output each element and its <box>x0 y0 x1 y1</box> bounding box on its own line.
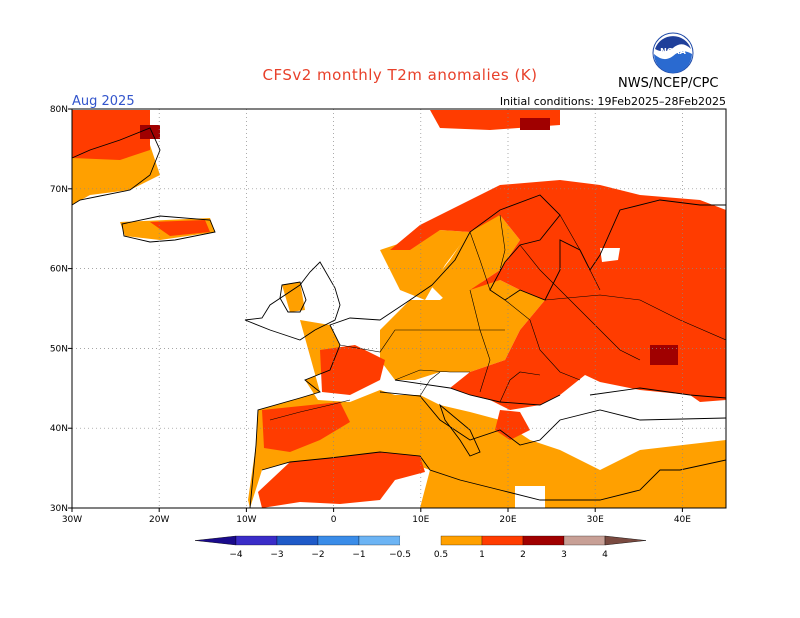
colorbar: −4 −3 −2 −1 −0.5 0.5 1 2 3 4 <box>194 535 647 560</box>
colorbar-swatch <box>563 535 606 546</box>
graticule <box>72 109 726 508</box>
colorbar-swatch <box>440 535 483 546</box>
lon-tick-label: 20W <box>149 515 169 525</box>
lat-tick-label: 80N <box>50 105 68 115</box>
lat-tick-label: 40N <box>50 424 68 434</box>
colorbar-swatch <box>276 535 319 546</box>
lat-tick-label: 30N <box>50 504 68 514</box>
longitude-labels: 30W 20W 10W 0 10E 20E 30E 40E <box>62 508 691 525</box>
colorbar-label: −2 <box>311 550 324 560</box>
lat-tick-label: 70N <box>50 185 68 195</box>
chart-title: CFSv2 monthly T2m anomalies (K) <box>262 66 538 84</box>
colorbar-swatch <box>522 535 565 546</box>
lat-tick-label: 50N <box>50 344 68 354</box>
lat-tick-label: 60N <box>50 265 68 275</box>
agency-label: NWS/NCEP/CPC <box>618 76 719 91</box>
lon-tick-label: 0 <box>331 515 337 525</box>
colorbar-swatch <box>194 535 237 546</box>
colorbar-label: 3 <box>561 550 567 560</box>
anomaly-2-3-region <box>140 118 678 365</box>
colorbar-swatch <box>317 535 360 546</box>
colorbar-label: −4 <box>229 550 243 560</box>
colorbar-swatch <box>358 535 401 546</box>
lon-tick-label: 40E <box>674 515 691 525</box>
colorbar-swatch <box>235 535 278 546</box>
logo-text: NOAA <box>660 47 686 56</box>
colorbar-swatch <box>604 535 647 546</box>
colorbar-label: 4 <box>602 550 608 560</box>
colorbar-label: 1 <box>479 550 485 560</box>
lon-tick-label: 30E <box>587 515 604 525</box>
forecast-month: Aug 2025 <box>72 94 135 109</box>
colorbar-label: −3 <box>270 550 283 560</box>
colorbar-label: −0.5 <box>389 550 411 560</box>
near-normal-region <box>515 405 710 508</box>
noaa-logo: NOAA <box>652 32 694 74</box>
colorbar-label: 0.5 <box>434 550 448 560</box>
colorbar-label: −1 <box>352 550 365 560</box>
map-frame <box>71 108 727 509</box>
colorbar-label: 2 <box>520 550 526 560</box>
lon-tick-label: 30W <box>62 515 82 525</box>
country-borders <box>269 214 726 421</box>
colorbar-swatch <box>400 536 441 545</box>
colorbar-swatch <box>481 535 524 546</box>
lon-tick-label: 10E <box>412 515 429 525</box>
latitude-labels: 80N 70N 60N 50N 40N 30N <box>50 105 72 514</box>
lon-tick-label: 20E <box>499 515 516 525</box>
initial-conditions: Initial conditions: 19Feb2025–28Feb2025 <box>499 95 726 108</box>
lon-tick-label: 10W <box>236 515 256 525</box>
